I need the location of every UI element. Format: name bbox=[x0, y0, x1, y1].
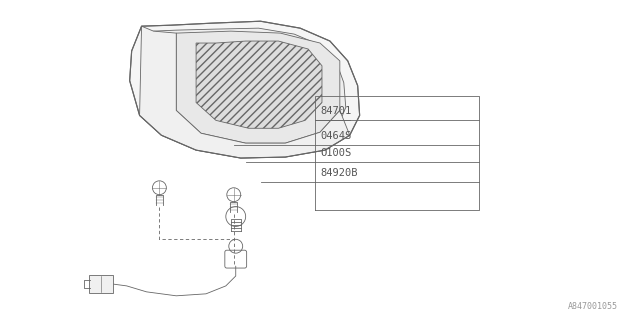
Text: 84701: 84701 bbox=[320, 106, 351, 116]
Text: 0464S: 0464S bbox=[320, 131, 351, 141]
Polygon shape bbox=[130, 21, 360, 158]
Text: 84920B: 84920B bbox=[320, 168, 358, 178]
Text: O100S: O100S bbox=[320, 148, 351, 158]
Polygon shape bbox=[140, 26, 349, 158]
Polygon shape bbox=[176, 31, 340, 143]
Polygon shape bbox=[196, 41, 322, 128]
FancyBboxPatch shape bbox=[89, 275, 113, 293]
Text: A847001055: A847001055 bbox=[568, 302, 618, 311]
Polygon shape bbox=[143, 28, 346, 147]
